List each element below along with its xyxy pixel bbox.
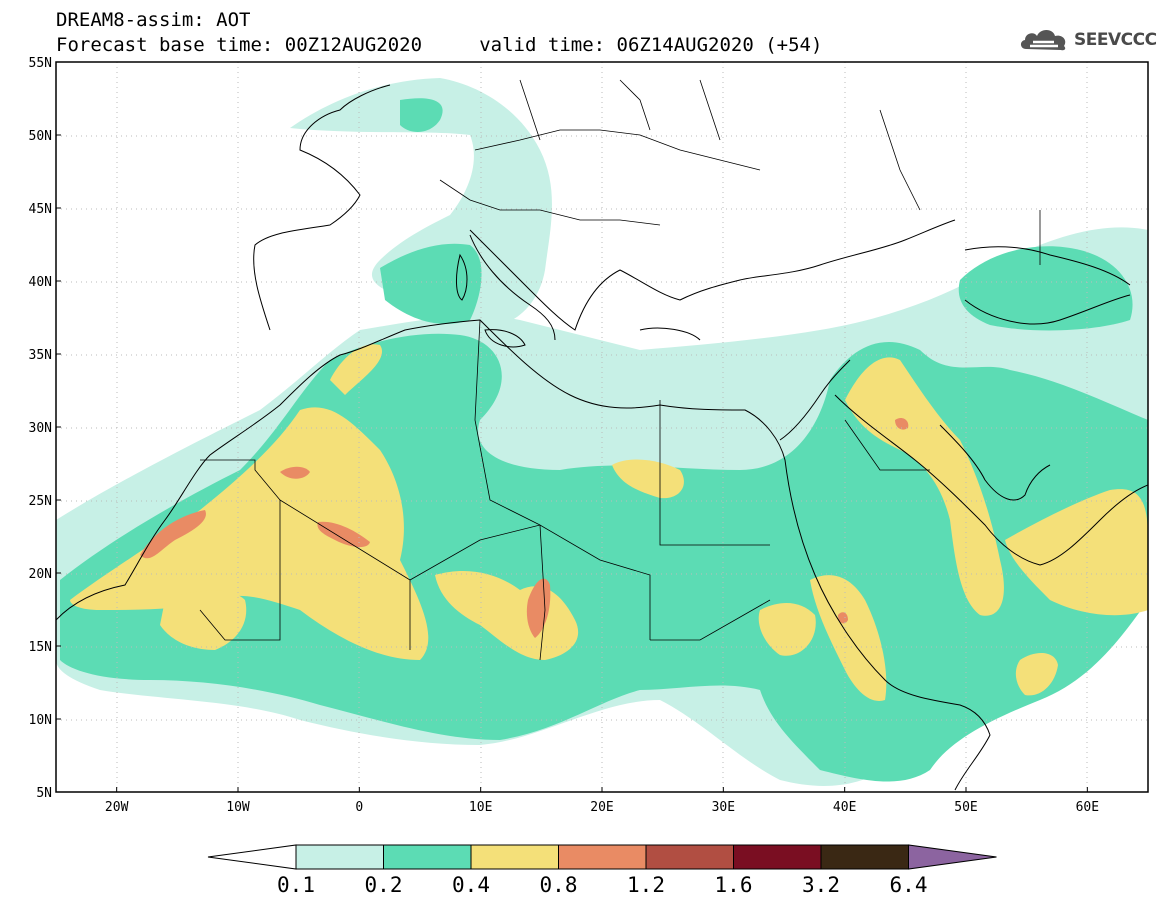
- logo-text: SEEVCCC: [1074, 30, 1157, 50]
- colorbar-label: 3.2: [802, 873, 840, 897]
- latitude-label: 25N: [29, 494, 52, 509]
- longitude-label: 60E: [1076, 800, 1099, 815]
- colorbar-swatch: [645, 844, 734, 870]
- aot-field: [56, 78, 1148, 786]
- longitude-label: 10W: [226, 800, 250, 815]
- longitude-label: 0: [355, 800, 363, 815]
- colorbar: 0.1 0.2 0.4 0.8 1.2 1.6 3.2 6.4: [207, 844, 997, 897]
- colorbar-swatch: [733, 844, 822, 870]
- longitude-label: 40E: [833, 800, 856, 815]
- graticule: [56, 62, 1148, 792]
- longitude-label: 20W: [105, 800, 129, 815]
- colorbar-label: 0.1: [277, 873, 315, 897]
- colorbar-label: 0.8: [540, 873, 578, 897]
- colorbar-swatch: [470, 844, 559, 870]
- latitude-label: 35N: [29, 348, 52, 363]
- longitude-label: 50E: [954, 800, 977, 815]
- colorbar-label: 1.6: [715, 873, 753, 897]
- colorbar-swatch: [820, 844, 909, 870]
- colorbar-label: 0.4: [452, 873, 490, 897]
- forecast-time-line: Forecast base time: 00Z12AUG2020 valid t…: [56, 34, 823, 56]
- country-borders: [199, 79, 1041, 661]
- map-title: DREAM8-assim: AOT: [56, 9, 251, 31]
- longitude-label: 10E: [469, 800, 492, 815]
- latitude-labels: 55N 50N 45N 40N 35N 30N 25N 20N 15N 10N 5N: [29, 56, 61, 801]
- latitude-label: 20N: [29, 567, 52, 582]
- latitude-label: 30N: [29, 421, 52, 436]
- longitude-label: 30E: [712, 800, 735, 815]
- latitude-label: 55N: [29, 56, 52, 71]
- colorbar-under-arrow: [207, 844, 297, 870]
- aot-band-0.8: [140, 417, 909, 638]
- latitude-label: 15N: [29, 640, 52, 655]
- colorbar-swatch: [295, 844, 384, 870]
- colorbar-swatch: [558, 844, 647, 870]
- aot-band-0.4: [70, 344, 1148, 701]
- latitude-label: 10N: [29, 713, 52, 728]
- coastlines: [56, 84, 1148, 791]
- latitude-label: 5N: [36, 786, 52, 801]
- cloud-icon: [1020, 30, 1066, 51]
- latitude-label: 45N: [29, 202, 52, 217]
- colorbar-swatch: [383, 844, 472, 870]
- longitude-labels: 20W 10W 0 10E 20E 30E 40E 50E 60E: [105, 787, 1099, 815]
- longitude-label: 20E: [590, 800, 613, 815]
- colorbar-label: 6.4: [890, 873, 928, 897]
- colorbar-label: 0.2: [365, 873, 403, 897]
- colorbar-label: 1.2: [627, 873, 665, 897]
- latitude-label: 40N: [29, 275, 52, 290]
- logo: SEEVCCC: [1018, 24, 1157, 56]
- colorbar-over-arrow: [908, 844, 997, 870]
- latitude-label: 50N: [29, 129, 52, 144]
